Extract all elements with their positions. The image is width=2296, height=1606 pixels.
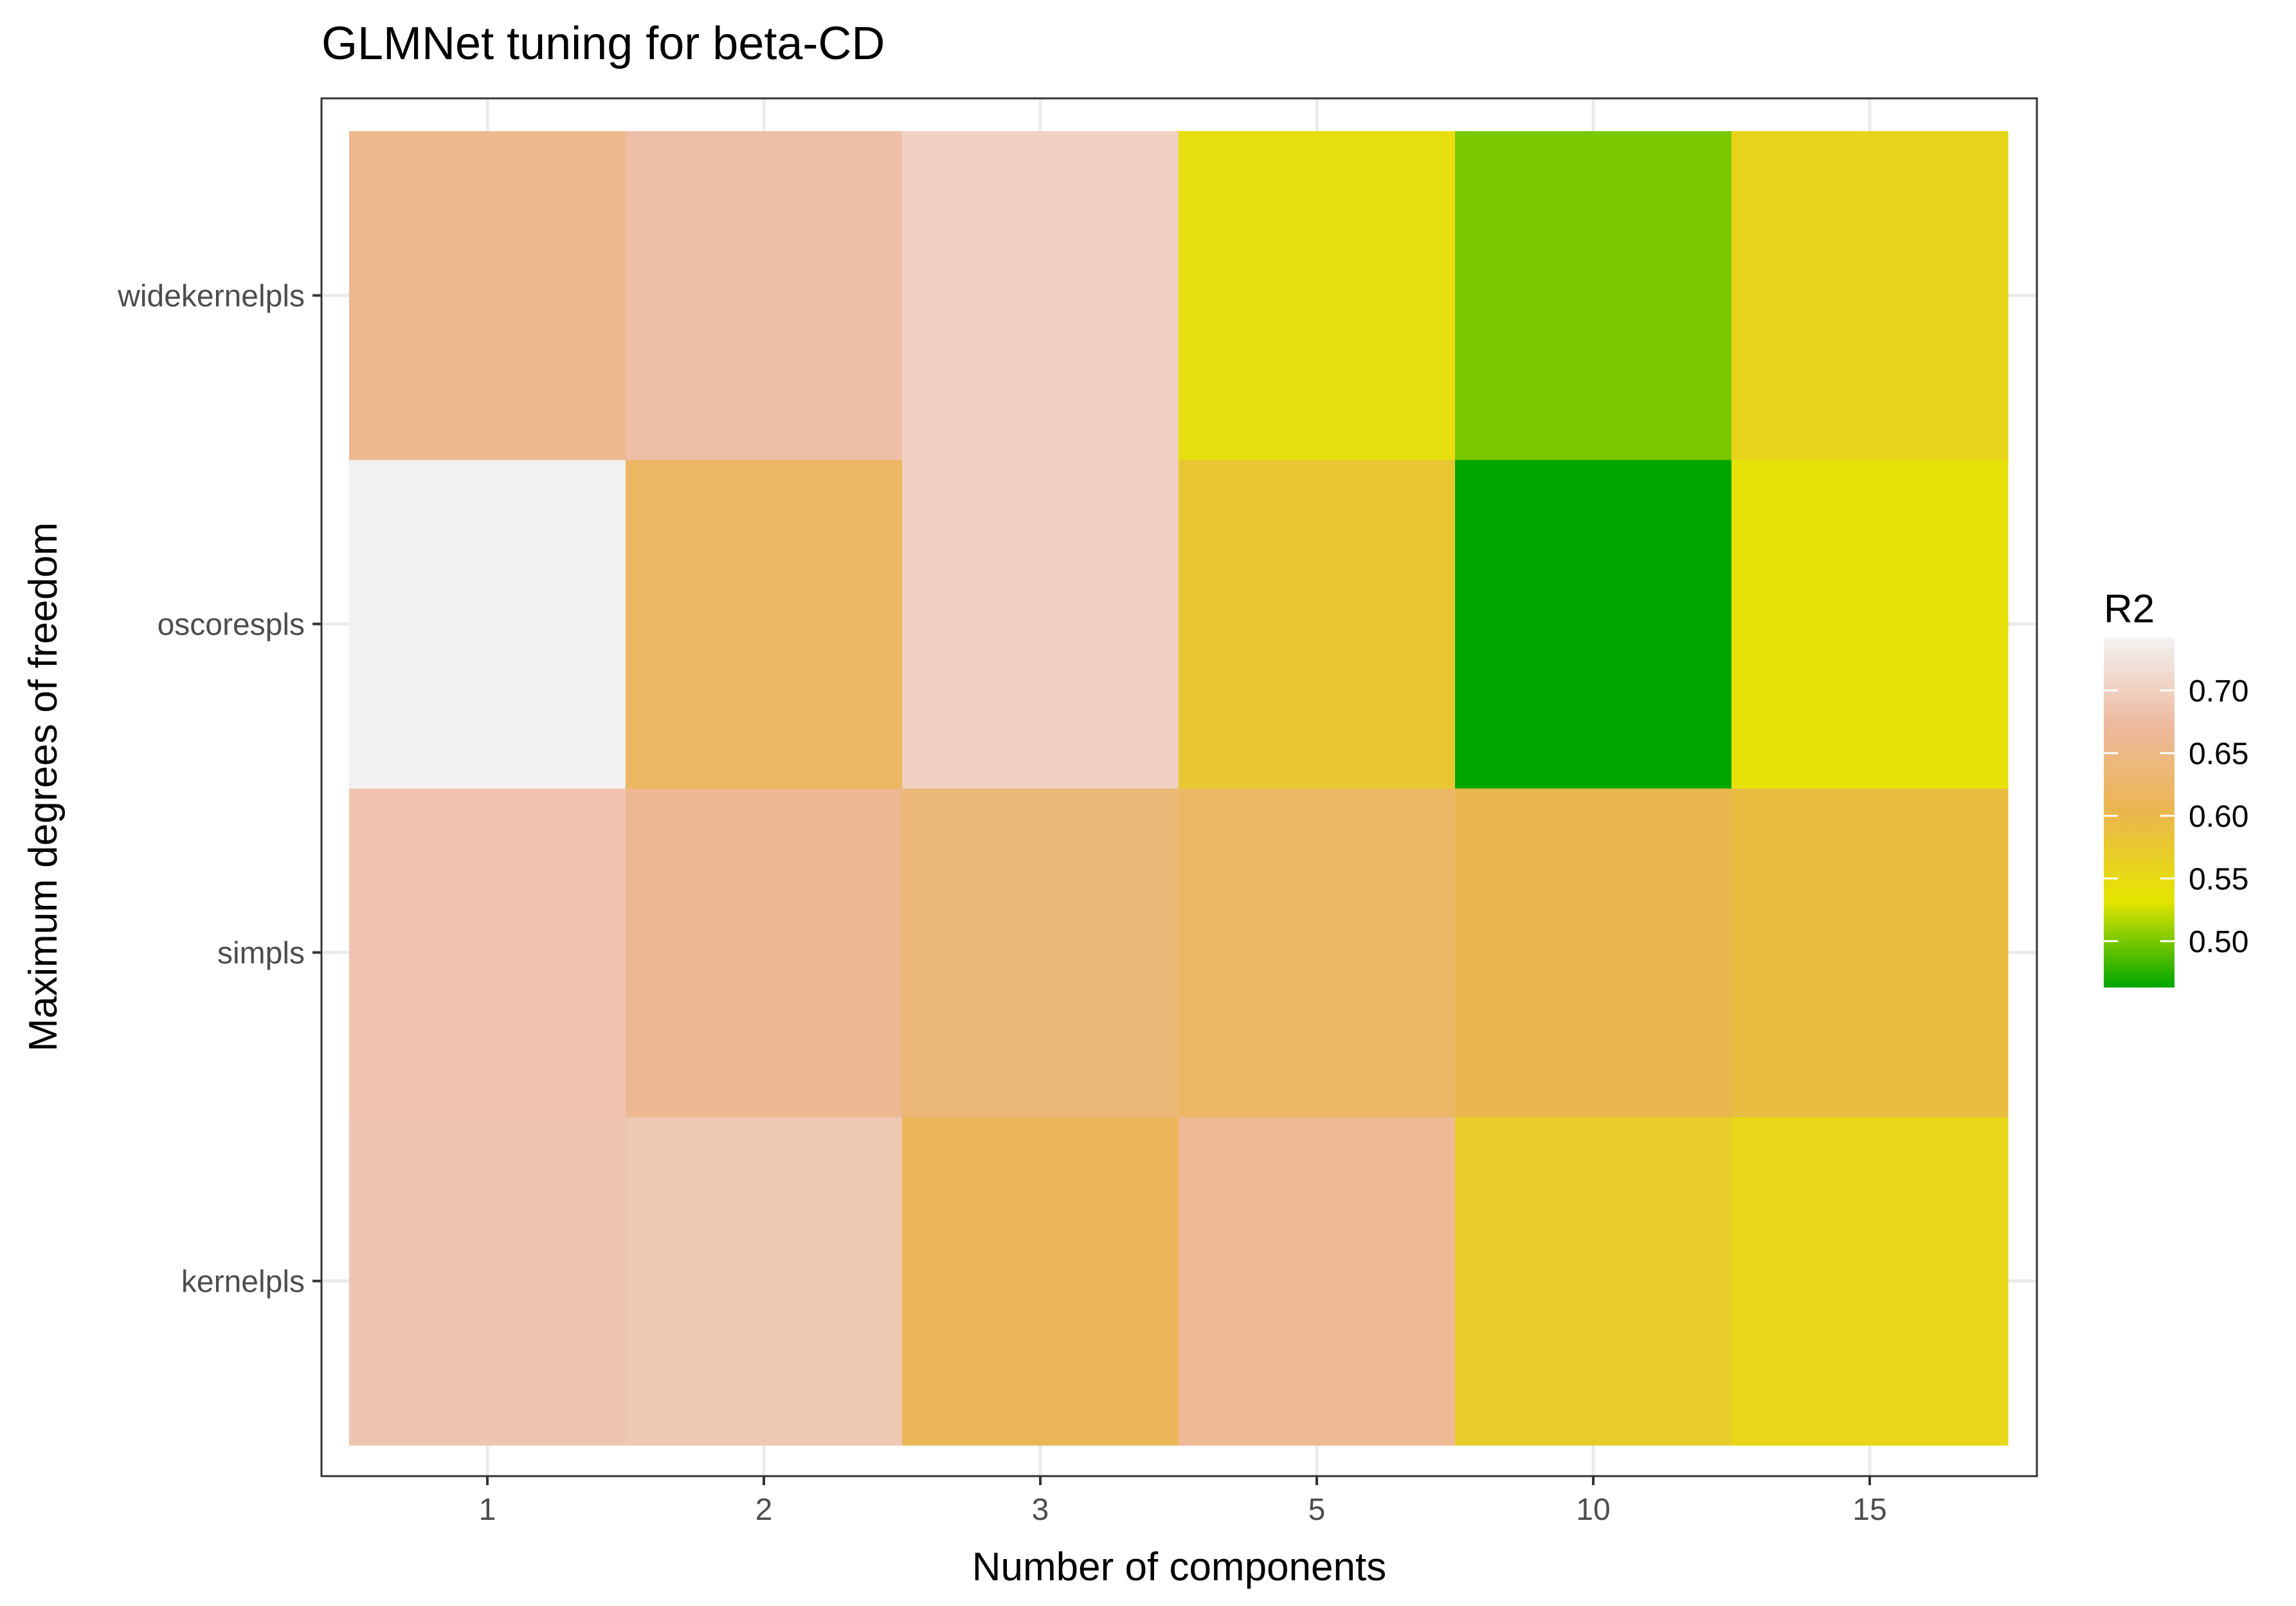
heatmap-tile	[1731, 1117, 2009, 1446]
heatmap-tile	[1731, 788, 2009, 1117]
y-axis: kernelpls simpls oscorespls widekernelpls	[117, 280, 321, 1299]
heatmap-tile	[626, 131, 903, 460]
legend-colorbar	[2104, 638, 2174, 988]
heatmap-tile	[1179, 460, 1456, 789]
heatmap-tile	[626, 788, 903, 1117]
legend-tick-label: 0.50	[2189, 925, 2248, 959]
heatmap-tile	[1731, 460, 2009, 789]
plot-border	[320, 97, 2038, 1477]
heatmap-tile	[1455, 788, 1732, 1117]
heatmap-tiles	[349, 131, 2009, 1446]
heatmap-tile	[902, 131, 1179, 460]
heatmap-tile	[902, 1117, 1179, 1446]
heatmap-tile	[1455, 131, 1732, 460]
heatmap-tile	[902, 460, 1179, 789]
heatmap-tile	[1455, 460, 1732, 789]
heatmap-tile	[1179, 131, 1456, 460]
heatmap-tile	[349, 788, 626, 1117]
legend-tick-label: 0.65	[2189, 737, 2248, 771]
legend: R2 0.50 0.55 0.60 0.65 0.70	[2104, 587, 2248, 988]
heatmap-tile	[1179, 1117, 1456, 1446]
heatmap-tile	[1731, 131, 2009, 460]
heatmap-tile	[626, 460, 903, 789]
x-tick-label: 5	[1308, 1493, 1326, 1527]
heatmap-tile	[349, 1117, 626, 1446]
x-tick-label: 10	[1576, 1493, 1610, 1527]
y-tick-label: oscorespls	[158, 608, 305, 642]
legend-tick-label: 0.70	[2189, 674, 2248, 708]
heatmap-tile	[349, 460, 626, 789]
x-tick-label: 3	[1032, 1493, 1049, 1527]
heatmap-tile	[902, 788, 1179, 1117]
heatmap-tile	[1179, 788, 1456, 1117]
chart-title: GLMNet tuning for beta-CD	[321, 18, 885, 69]
legend-tick-label: 0.60	[2189, 800, 2248, 834]
x-tick-label: 2	[755, 1493, 773, 1527]
y-tick-label: kernelpls	[181, 1265, 305, 1299]
x-axis-title: Number of components	[972, 1545, 1386, 1589]
heatmap-tile	[626, 1117, 903, 1446]
legend-title: R2	[2104, 587, 2155, 631]
y-tick-label: widekernelpls	[117, 280, 305, 314]
y-axis-title: Maximum degrees of freedom	[21, 522, 66, 1052]
y-tick-label: simpls	[217, 937, 305, 971]
x-tick-label: 15	[1852, 1493, 1886, 1527]
x-axis: 1 2 3 5 10 15	[479, 1476, 1887, 1527]
heatmap-tile	[1455, 1117, 1732, 1446]
legend-ticks: 0.50 0.55 0.60 0.65 0.70	[2104, 674, 2248, 959]
legend-tick-label: 0.55	[2189, 862, 2248, 896]
heatmap-tile	[349, 131, 626, 460]
x-tick-label: 1	[479, 1493, 496, 1527]
